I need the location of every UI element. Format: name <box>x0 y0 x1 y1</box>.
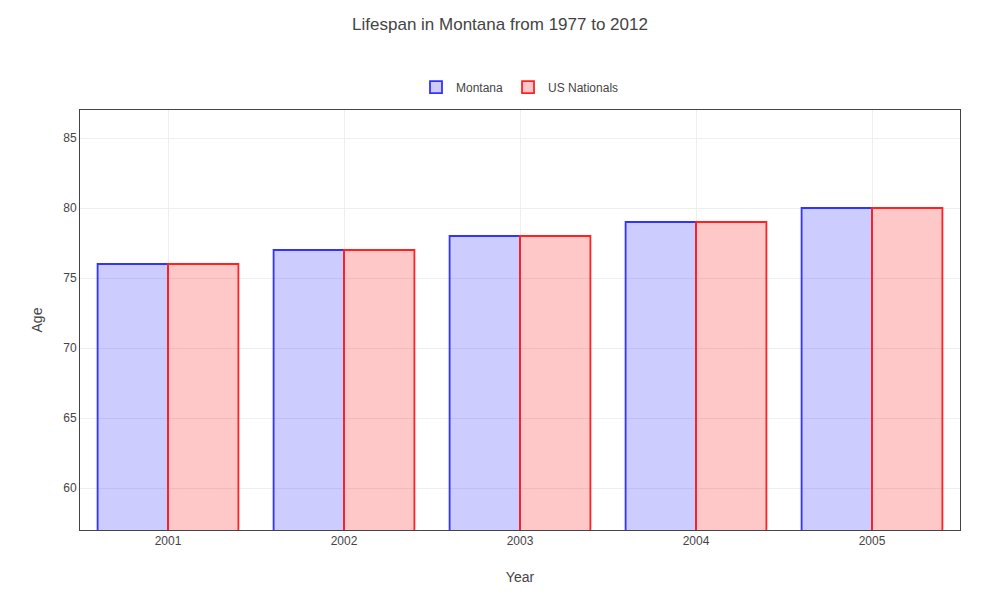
svg-text:Age: Age <box>29 307 45 332</box>
svg-text:2004: 2004 <box>683 534 710 548</box>
svg-text:2005: 2005 <box>859 534 886 548</box>
svg-text:Lifespan in Montana from 1977: Lifespan in Montana from 1977 to 2012 <box>352 15 648 34</box>
svg-text:Year: Year <box>506 569 535 585</box>
svg-text:75: 75 <box>63 271 77 285</box>
svg-text:Montana: Montana <box>456 81 503 95</box>
svg-text:80: 80 <box>63 201 77 215</box>
svg-text:65: 65 <box>63 411 77 425</box>
svg-text:60: 60 <box>63 481 77 495</box>
svg-text:2001: 2001 <box>155 534 182 548</box>
svg-text:2002: 2002 <box>331 534 358 548</box>
svg-text:US Nationals: US Nationals <box>548 81 618 95</box>
svg-text:70: 70 <box>63 341 77 355</box>
svg-text:85: 85 <box>63 131 77 145</box>
svg-text:2003: 2003 <box>507 534 534 548</box>
